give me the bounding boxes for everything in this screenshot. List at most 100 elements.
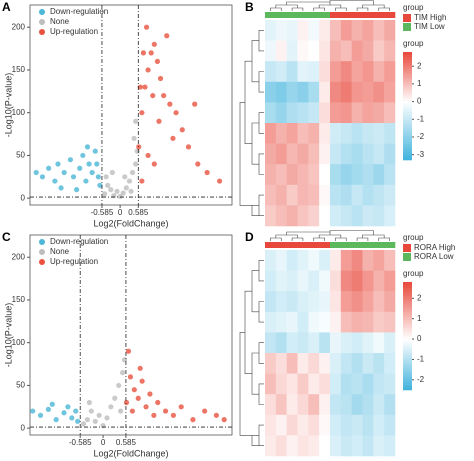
group-cell (330, 242, 342, 248)
point (185, 144, 192, 150)
x-tick-label: 0.585 (128, 208, 149, 217)
heat-cell (362, 435, 374, 457)
heat-cell (330, 20, 342, 41)
panel-label: B (245, 0, 254, 14)
heat-cell (384, 435, 396, 457)
point (52, 178, 58, 184)
dendrogram (239, 230, 390, 446)
point (179, 127, 185, 133)
colorbar-step (403, 292, 412, 296)
heat-cell (340, 332, 352, 354)
point (135, 395, 141, 401)
point (127, 374, 134, 380)
x-tick-label: 0.585 (116, 438, 137, 447)
heat-cell (351, 250, 363, 271)
heat-cell (340, 414, 352, 436)
heat-cell (275, 123, 287, 144)
colorbar-step (403, 336, 412, 339)
point (143, 404, 149, 410)
point (116, 382, 122, 389)
point (108, 404, 114, 410)
colorbar-step (403, 346, 412, 350)
colorbar-step (403, 154, 412, 158)
heat-cell (384, 205, 396, 227)
heat-cell (330, 102, 342, 124)
heat-cell (286, 373, 298, 395)
heat-cell (265, 102, 277, 124)
point (133, 118, 139, 124)
colorbar-step (403, 141, 412, 145)
heat-cell (330, 394, 342, 416)
heat-cell (308, 353, 320, 374)
heat-cell (351, 20, 363, 41)
heat-cell (330, 311, 342, 333)
heat-cell (373, 205, 385, 227)
colorbar-step (403, 317, 412, 321)
heat-cell (384, 123, 396, 144)
colorbar-step (403, 376, 412, 380)
group-cell (297, 242, 309, 248)
x-axis-label: Log2(FoldChange) (93, 218, 168, 228)
heat-cell (384, 81, 396, 103)
heat-cell (351, 373, 363, 395)
heat-cell (373, 164, 385, 186)
heat-cell (297, 435, 309, 457)
group-cell (351, 12, 363, 18)
heat-cell (297, 250, 309, 271)
colorbar-step (403, 133, 412, 136)
heat-cell (373, 414, 385, 436)
heat-cell (351, 205, 363, 227)
dendrogram (239, 0, 390, 216)
colorbar-step (403, 60, 412, 64)
point (195, 161, 201, 167)
colorbar-step (403, 379, 412, 383)
heat-cell (319, 20, 331, 41)
heat-cell (373, 123, 385, 144)
point (154, 58, 161, 65)
point (33, 169, 39, 176)
heat-cell (297, 205, 309, 227)
y-axis-label: -Log10(P-value) (3, 73, 13, 138)
heat-cell (275, 311, 287, 333)
heat-cell (351, 143, 363, 165)
heat-cell (362, 143, 374, 165)
y-tick-label: 200 (12, 22, 26, 31)
heat-cell (340, 311, 352, 333)
colorbar-step (403, 352, 412, 356)
heat-cell (330, 40, 342, 62)
heat-cell (308, 164, 320, 186)
point (216, 178, 223, 184)
point (84, 417, 91, 423)
colorbar-step (403, 282, 412, 285)
heat-cell (319, 143, 331, 165)
heat-cell (265, 20, 277, 41)
heat-cell (308, 81, 320, 103)
colorbar-step (403, 360, 412, 364)
heat-cell (297, 102, 309, 124)
point (69, 415, 75, 421)
point (170, 412, 176, 418)
heat-cell (275, 291, 287, 313)
point (83, 178, 89, 184)
colorbar-step (403, 298, 412, 302)
legend-swatch (403, 23, 411, 31)
heat-cell (330, 205, 342, 227)
colorbar-step (403, 89, 412, 93)
heat-cell (330, 373, 342, 395)
legend-label: RORA High (414, 243, 455, 252)
heat-cell (340, 353, 352, 374)
legend-label: None (50, 247, 70, 256)
colorbar-step (403, 306, 412, 310)
heat-cell (308, 184, 320, 206)
heat-cell (362, 205, 374, 227)
point (61, 169, 67, 176)
heat-cell (265, 270, 277, 292)
heat-cell (362, 353, 374, 374)
legend-label: TIM High (414, 13, 446, 22)
point (170, 135, 176, 141)
colorbar-step (403, 300, 412, 304)
point (173, 110, 179, 116)
colorbar-step (403, 76, 412, 80)
group-cell (308, 12, 320, 18)
